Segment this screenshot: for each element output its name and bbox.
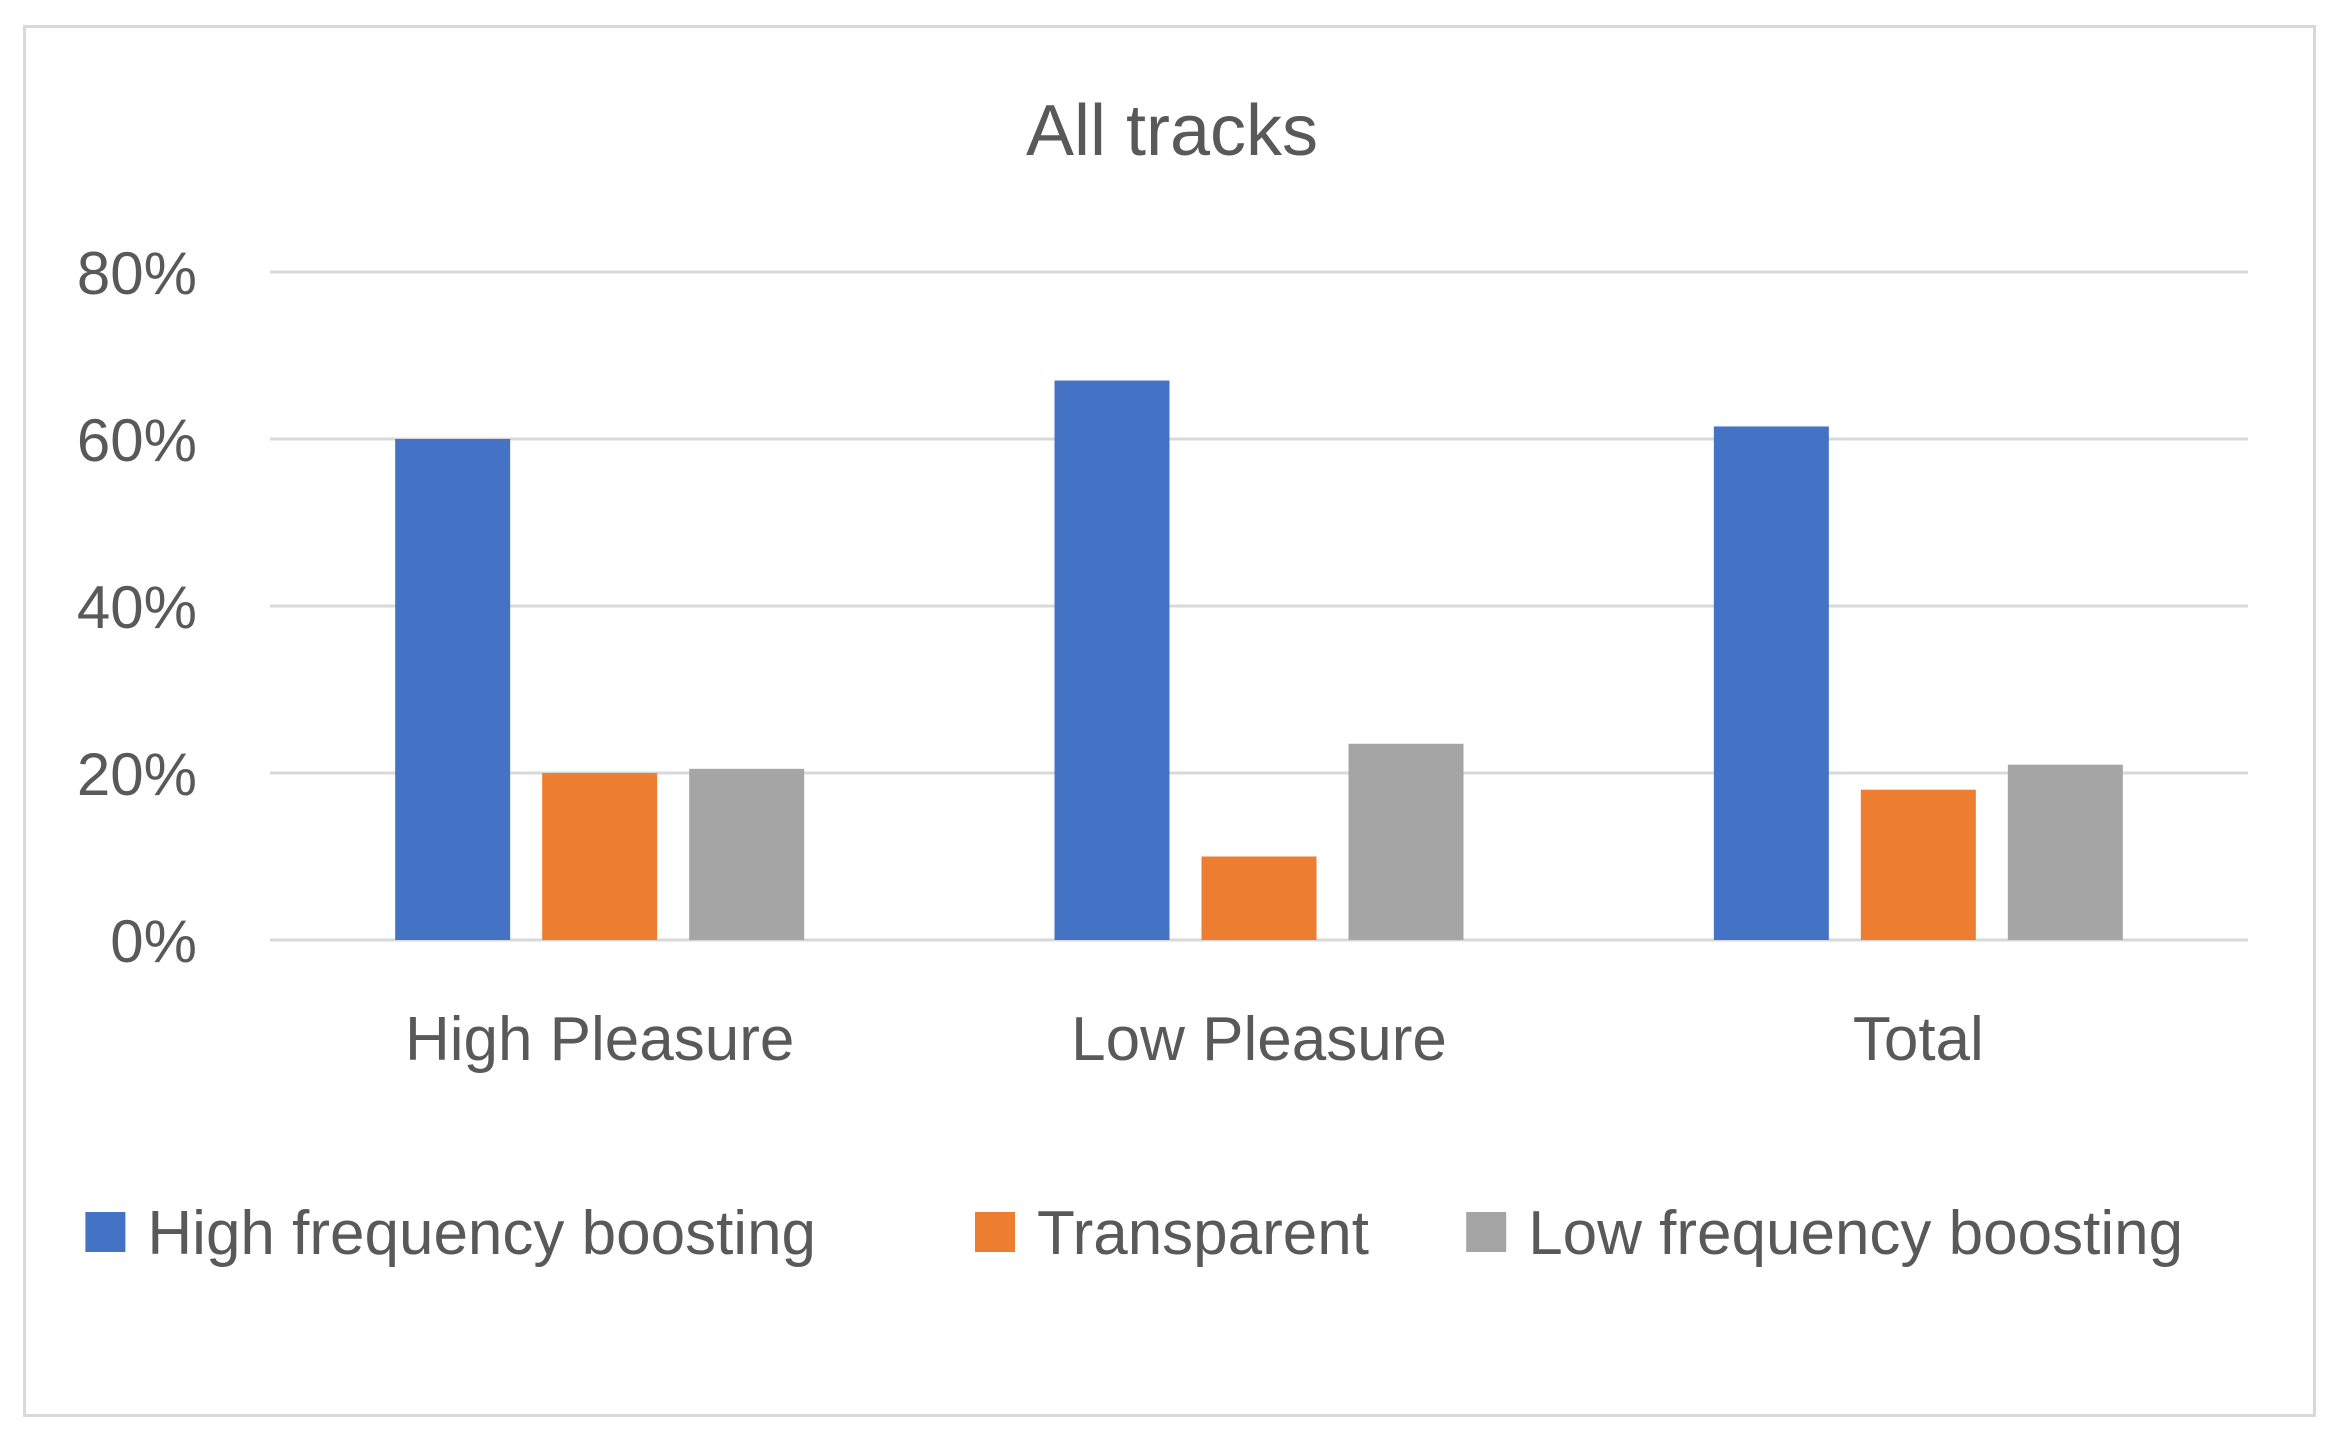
bar-transparent-high-pleasure (542, 773, 658, 940)
y-tick-label: 40% (77, 574, 197, 641)
chart-title: All tracks (1026, 91, 1318, 171)
x-category-label: High Pleasure (405, 1005, 794, 1074)
bar-high-frequency-boosting-low-pleasure (1054, 380, 1170, 940)
x-category-label: Total (1853, 1005, 1984, 1074)
legend-label: High frequency boosting (147, 1199, 816, 1268)
legend-item-high-frequency-boosting: High frequency boosting (85, 1199, 816, 1268)
y-tick-label: 60% (77, 407, 197, 474)
bar-low-frequency-boosting-total (2007, 764, 2123, 940)
legend-swatch (975, 1212, 1015, 1252)
x-axis-category-labels: High Pleasure Low Pleasure Total (405, 1005, 1984, 1074)
y-tick-label: 0% (110, 908, 197, 975)
y-tick-label: 20% (77, 741, 197, 808)
bar-transparent-low-pleasure (1201, 856, 1317, 940)
legend-item-low-frequency-boosting: Low frequency boosting (1466, 1199, 2183, 1268)
y-axis-tick-labels: 0% 20% 40% 60% 80% (77, 240, 197, 975)
x-category-label: Low Pleasure (1071, 1005, 1447, 1074)
legend-label: Transparent (1037, 1199, 1369, 1268)
bar-high-frequency-boosting-total (1713, 426, 1829, 941)
legend-label: Low frequency boosting (1528, 1199, 2183, 1268)
bars (395, 380, 2123, 941)
y-tick-label: 80% (77, 240, 197, 307)
legend-swatch (1466, 1212, 1507, 1252)
legend: High frequency boosting Transparent Low fr… (85, 1199, 2183, 1268)
bar-high-frequency-boosting-high-pleasure (395, 439, 511, 940)
legend-swatch (85, 1212, 126, 1252)
legend-item-transparent: Transparent (975, 1199, 1369, 1268)
bar-transparent-total (1860, 789, 1976, 940)
bar-low-frequency-boosting-low-pleasure (1348, 743, 1464, 940)
bar-low-frequency-boosting-high-pleasure (689, 768, 805, 940)
